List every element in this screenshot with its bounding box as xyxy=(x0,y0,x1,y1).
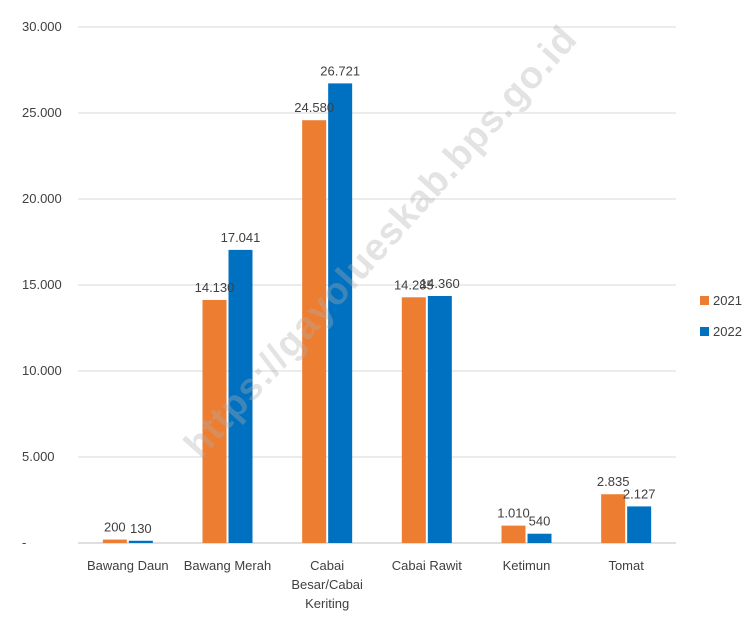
bar-2022 xyxy=(228,249,253,543)
bar-2022 xyxy=(328,83,353,543)
x-category-label: Bawang Daun xyxy=(87,558,169,573)
gridlines xyxy=(78,26,676,544)
x-category-label: Tomat xyxy=(608,558,644,573)
x-category-label: Bawang Merah xyxy=(184,558,271,573)
bar-2021 xyxy=(302,120,327,543)
bar-2021 xyxy=(501,525,526,543)
bar-2022 xyxy=(128,540,153,543)
data-label-2021: 1.010 xyxy=(497,506,530,521)
bars xyxy=(102,83,652,543)
bar-2021 xyxy=(601,494,626,543)
y-tick-label: 20.000 xyxy=(22,191,62,206)
data-label-2021: 14.130 xyxy=(195,280,235,295)
x-axis-category-labels: Bawang Daun Bawang Merah Cabai Besar/Cabai K… xyxy=(87,558,644,611)
data-label-2021: 14.285 xyxy=(394,277,434,292)
data-label-2021: 2.835 xyxy=(597,474,630,489)
bar-2021 xyxy=(401,297,426,543)
bar-2022 xyxy=(527,533,552,543)
bar-2021 xyxy=(202,299,227,543)
x-category-label: Keriting xyxy=(305,596,349,611)
data-label-2021: 200 xyxy=(104,520,126,535)
data-label-2022: 26.721 xyxy=(320,63,360,78)
x-category-label: Cabai Rawit xyxy=(392,558,462,573)
x-category-label: Ketimun xyxy=(503,558,551,573)
data-label-2022: 17.041 xyxy=(221,230,261,245)
data-label-2022: 14.360 xyxy=(420,276,460,291)
data-labels: 200 130 14.130 17.041 24.580 26.721 14.28514.3… xyxy=(104,63,655,535)
legend-label-2022: 2022 xyxy=(713,324,742,339)
legend-swatch-2022 xyxy=(700,327,709,336)
y-tick-label: 5.000 xyxy=(22,449,55,464)
y-tick-label: 25.000 xyxy=(22,105,62,120)
legend-swatch-2021 xyxy=(700,296,709,305)
y-tick-label: 10.000 xyxy=(22,363,62,378)
data-label-2022: 540 xyxy=(529,514,551,529)
y-axis-tick-labels: - 5.000 10.000 15.000 20.000 25.000 30.000 xyxy=(22,19,62,550)
bar-2022 xyxy=(427,296,452,543)
bar-2021 xyxy=(102,539,127,543)
x-category-label: Besar/Cabai xyxy=(291,577,363,592)
y-tick-label: - xyxy=(22,535,26,550)
data-label-2022: 2.127 xyxy=(623,486,656,501)
x-category-label: Cabai xyxy=(310,558,344,573)
y-tick-label: 15.000 xyxy=(22,277,62,292)
legend: 2021 2022 xyxy=(700,293,742,339)
data-label-2021: 24.580 xyxy=(294,100,334,115)
bar-2022 xyxy=(627,506,652,543)
data-label-2022: 130 xyxy=(130,521,152,536)
y-tick-label: 30.000 xyxy=(22,19,62,34)
legend-label-2021: 2021 xyxy=(713,293,742,308)
